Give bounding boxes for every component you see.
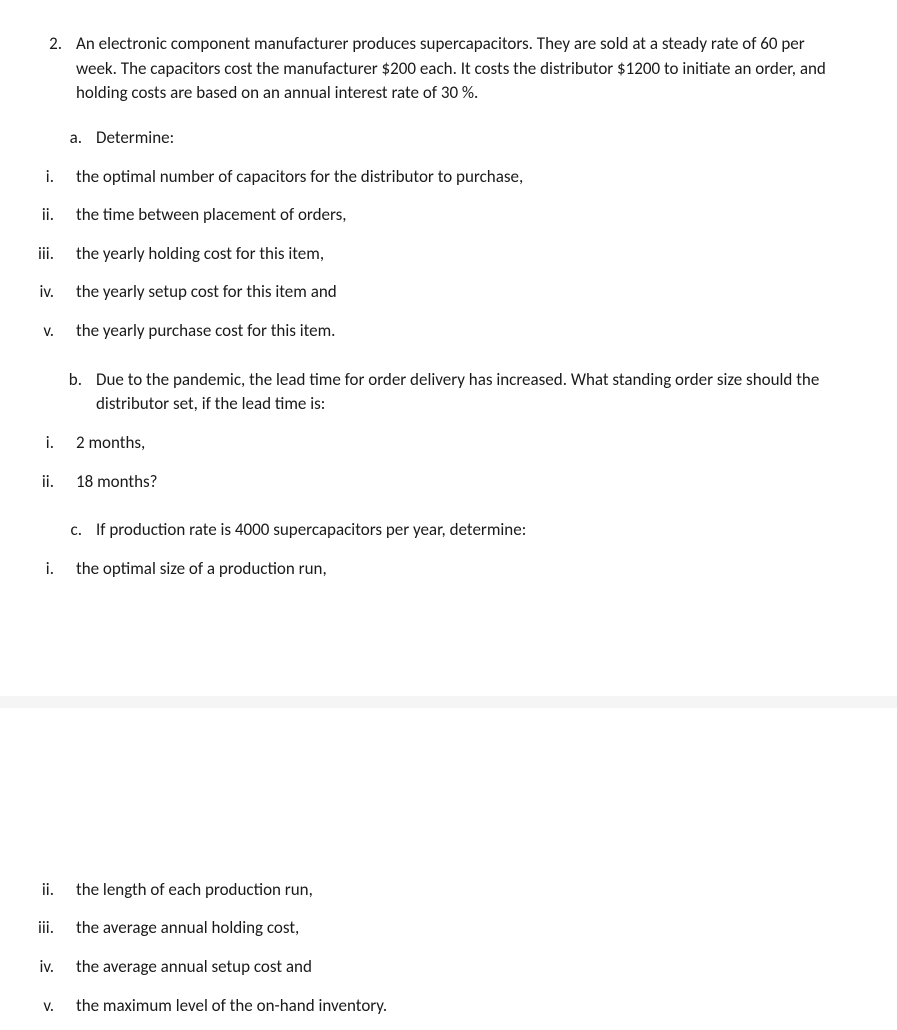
- part-a-item-ii-text: the time between placement of orders,: [76, 203, 849, 228]
- question-number-marker: 2.: [20, 32, 76, 106]
- divider-band: [0, 696, 897, 708]
- part-a-item-i: i. the optimal number of capacitors for …: [20, 165, 849, 190]
- part-b-text: Due to the pandemic, the lead time for o…: [96, 368, 849, 417]
- part-b-item-ii: ii. 18 months?: [20, 470, 849, 495]
- part-c-item-iii: iii. the average annual holding cost,: [20, 916, 849, 941]
- part-c-item-ii-text: the length of each production run,: [76, 878, 849, 903]
- part-a-item-iii: iii. the yearly holding cost for this it…: [20, 242, 849, 267]
- question-intro-text: An electronic component manufacturer pro…: [76, 32, 849, 106]
- part-a-item-v-marker: v.: [20, 319, 76, 344]
- spacer-after-band: [20, 708, 849, 878]
- part-a-item-iii-marker: iii.: [20, 242, 76, 267]
- part-a-text: Determine:: [96, 126, 849, 151]
- part-c-item-i-text: the optimal size of a production run,: [76, 557, 849, 582]
- part-c-item-iv-text: the average annual setup cost and: [76, 955, 849, 980]
- part-a-item-i-text: the optimal number of capacitors for the…: [76, 165, 849, 190]
- part-c-item-i-marker: i.: [20, 557, 76, 582]
- part-c-item-iii-text: the average annual holding cost,: [76, 916, 849, 941]
- part-b-item-i-text: 2 months,: [76, 431, 849, 456]
- part-a: a. Determine:: [20, 126, 849, 151]
- part-a-marker: a.: [20, 126, 96, 151]
- part-c-item-i: i. the optimal size of a production run,: [20, 557, 849, 582]
- part-c-item-iv: iv. the average annual setup cost and: [20, 955, 849, 980]
- part-b-item-i: i. 2 months,: [20, 431, 849, 456]
- part-b-item-i-marker: i.: [20, 431, 76, 456]
- part-a-item-iii-text: the yearly holding cost for this item,: [76, 242, 849, 267]
- part-a-item-ii-marker: ii.: [20, 203, 76, 228]
- part-c-item-v-text: the maximum level of the on-hand invento…: [76, 994, 849, 1019]
- part-a-item-v: v. the yearly purchase cost for this ite…: [20, 319, 849, 344]
- part-c-item-ii: ii. the length of each production run,: [20, 878, 849, 903]
- part-c-item-v: v. the maximum level of the on-hand inve…: [20, 994, 849, 1019]
- part-a-item-i-marker: i.: [20, 165, 76, 190]
- part-c-item-ii-marker: ii.: [20, 878, 76, 903]
- part-c: c. If production rate is 4000 supercapac…: [20, 518, 849, 543]
- part-c-item-iii-marker: iii.: [20, 916, 76, 941]
- part-c-marker: c.: [20, 518, 96, 543]
- part-b-marker: b.: [20, 368, 96, 417]
- part-c-text: If production rate is 4000 supercapacito…: [96, 518, 849, 543]
- part-b: b. Due to the pandemic, the lead time fo…: [20, 368, 849, 417]
- part-a-item-v-text: the yearly purchase cost for this item.: [76, 319, 849, 344]
- part-a-item-iv-text: the yearly setup cost for this item and: [76, 280, 849, 305]
- part-a-item-iv-marker: iv.: [20, 280, 76, 305]
- spacer-before-band: [20, 596, 849, 696]
- part-c-item-iv-marker: iv.: [20, 955, 76, 980]
- part-b-item-ii-marker: ii.: [20, 470, 76, 495]
- part-a-item-iv: iv. the yearly setup cost for this item …: [20, 280, 849, 305]
- part-b-item-ii-text: 18 months?: [76, 470, 849, 495]
- part-a-item-ii: ii. the time between placement of orders…: [20, 203, 849, 228]
- question-intro: 2. An electronic component manufacturer …: [20, 32, 849, 106]
- part-c-item-v-marker: v.: [20, 994, 76, 1019]
